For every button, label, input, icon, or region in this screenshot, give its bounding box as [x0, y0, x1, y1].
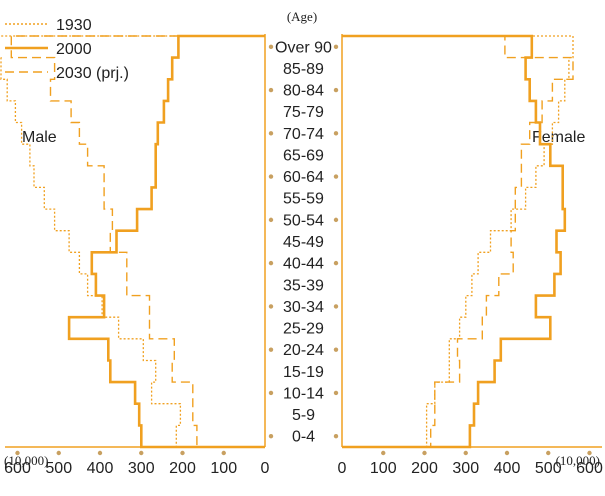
male-x-tick-label: 0: [261, 460, 270, 477]
female-x-tick-label: 400: [494, 460, 521, 477]
age-tick-label: 35-39: [283, 277, 324, 294]
axis-dot: [333, 304, 339, 309]
age-tick-label: 45-49: [283, 234, 324, 251]
male-x-tick-label: 200: [169, 460, 196, 477]
age-tick-label: 50-54: [283, 212, 324, 229]
x-tick-dot: [546, 450, 551, 456]
female-x-tick-label: 600: [576, 460, 603, 477]
age-tick-label: Over 90: [275, 39, 332, 56]
axis-dot: [268, 304, 274, 309]
male-x-tick-label: 400: [87, 460, 114, 477]
x-tick-dot: [504, 450, 510, 456]
axis-dot: [268, 433, 274, 439]
age-tick-label: 15-19: [283, 364, 324, 381]
x-tick-dot: [180, 450, 185, 456]
axis-dot: [333, 174, 339, 179]
legend-label-1930: 1930: [56, 17, 92, 34]
axis-dot: [268, 131, 274, 136]
age-tick-label: 70-74: [283, 126, 324, 143]
x-tick-dot: [139, 450, 144, 456]
x-tick-dot: [381, 450, 386, 456]
legend-label-2030: 2030 (prj.): [56, 65, 129, 82]
age-tick-label: 65-69: [283, 147, 324, 164]
female-x-tick-label: 200: [411, 460, 438, 477]
female-label: Female: [532, 129, 585, 146]
female-series-2000: [342, 34, 567, 449]
age-tick-labels: Over 90 85-89 80-84 75-79 70-74 65-69 60-64 55-…: [275, 39, 332, 445]
male-series-2000: [67, 34, 265, 449]
axis-dot: [333, 347, 339, 352]
female-series-2030-prj: [342, 35, 574, 448]
age-tick-label: 30-34: [283, 299, 324, 316]
age-tick-label: 85-89: [283, 61, 324, 78]
age-tick-label: 75-79: [283, 104, 324, 121]
axis-dot: [268, 87, 274, 93]
legend-label-2000: 2000: [56, 41, 92, 58]
female-x-tick-label: 300: [452, 460, 479, 477]
x-tick-labels: 0 0 100 100 200 200 300 300 400 400 500 500 600 600: [4, 450, 603, 477]
axis-dot: [333, 217, 339, 223]
age-tick-label: 5-9: [292, 407, 315, 424]
axis-dot: [333, 131, 339, 136]
male-x-tick-label: 500: [45, 460, 72, 477]
axis-dot: [268, 347, 274, 352]
x-tick-dot: [422, 450, 427, 456]
axis-dots: [268, 44, 339, 439]
female-series-1930: [342, 35, 574, 448]
x-tick-dot: [221, 450, 226, 456]
age-tick-label: 55-59: [283, 191, 324, 208]
female-x-tick-label: 100: [370, 460, 397, 477]
female-unit-label: (10,000): [556, 453, 600, 468]
axis-dot: [333, 260, 339, 266]
x-tick-dot: [587, 450, 592, 456]
age-tick-label: 60-64: [283, 169, 324, 186]
axis-dot: [268, 390, 274, 396]
x-tick-dot: [97, 450, 103, 456]
female-x-tick-label: 0: [338, 460, 347, 477]
axis-dot: [268, 217, 274, 223]
axis-dot: [268, 44, 274, 50]
legend: 1930 2000 2030 (prj.): [5, 17, 129, 82]
axis-dot: [268, 174, 274, 179]
x-tick-dot: [56, 450, 61, 456]
age-tick-label: 80-84: [283, 83, 324, 100]
male-label: Male: [22, 129, 57, 146]
axis-dot: [268, 260, 274, 266]
x-tick-dot: [463, 450, 468, 456]
axis-dot: [333, 390, 339, 396]
age-tick-label: 10-14: [283, 385, 324, 402]
axis-dot: [333, 87, 339, 93]
age-tick-label: 20-24: [283, 342, 324, 359]
female-x-tick-label: 500: [535, 460, 562, 477]
axis-dot: [333, 44, 339, 50]
age-axis-label: (Age): [287, 9, 317, 24]
male-unit-label: (10,000): [4, 453, 48, 468]
male-series-2030-prj: [10, 35, 265, 448]
axis-dot: [333, 433, 339, 439]
age-tick-label: 0-4: [292, 429, 315, 446]
male-series-1930: [0, 35, 265, 448]
male-x-tick-label: 300: [128, 460, 155, 477]
male-x-tick-label: 600: [4, 460, 31, 477]
series-layer: [0, 34, 574, 449]
age-tick-label: 40-44: [283, 256, 324, 273]
male-x-tick-label: 100: [210, 460, 237, 477]
age-tick-label: 25-29: [283, 321, 324, 338]
x-tick-dot: [15, 450, 20, 456]
